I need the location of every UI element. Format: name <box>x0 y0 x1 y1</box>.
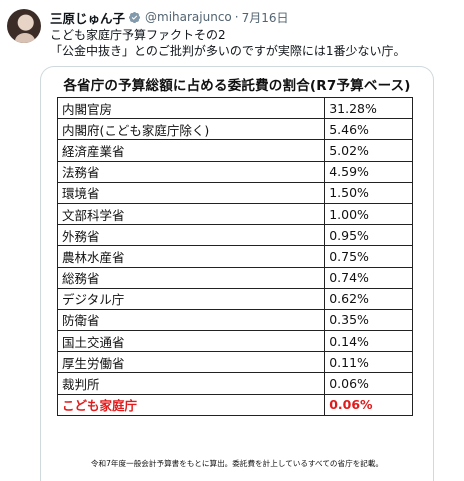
ratio-value-cell: 4.59% <box>324 160 413 183</box>
ministry-name-cell: 外務省 <box>56 224 326 247</box>
figure-note: 令和7年度一般会計予算書をもとに算出。委託費を計上しているすべての省庁を記載。 <box>90 459 384 468</box>
ministry-name-cell: 総務省 <box>56 266 326 289</box>
table-row: 農林水産省 0.75% <box>56 245 413 268</box>
ratio-value-cell: 5.02% <box>324 139 413 162</box>
table-row: 経済産業省 5.02% <box>56 139 413 162</box>
ministry-name-cell: 国土交通省 <box>56 330 326 353</box>
ratio-value-cell: 0.75% <box>324 245 413 268</box>
tweet-header: 三原じゅん子 @miharajunco · 7月16日 <box>50 8 289 26</box>
ministry-name-cell: こども家庭庁 <box>56 393 326 416</box>
ministry-name-cell: 経済産業省 <box>56 139 326 162</box>
table-row: 環境省 1.50% <box>56 181 413 204</box>
ratio-value-cell: 0.74% <box>324 266 413 289</box>
author-name[interactable]: 三原じゅん子 <box>50 10 126 26</box>
figure-title: 各省庁の予算総額に占める委託費の割合(R7予算ベース) <box>63 78 411 94</box>
ministry-name-cell: 内閣官房 <box>56 96 326 120</box>
tweet-date[interactable]: 7月16日 <box>241 10 289 25</box>
ratio-value-cell: 0.35% <box>324 308 413 332</box>
author-avatar[interactable] <box>7 9 41 43</box>
ministry-name-cell: 内閣府(こども家庭庁除く) <box>56 118 326 141</box>
ratio-value-cell: 5.46% <box>324 118 413 141</box>
table-row: 厚生労働省 0.11% <box>56 351 413 374</box>
ratio-value-cell: 0.06% <box>324 393 413 416</box>
table-row: 内閣府(こども家庭庁除く) 5.46% <box>56 118 413 141</box>
tweet-image[interactable]: 各省庁の予算総額に占める委託費の割合(R7予算ベース) 内閣官房 31.28% 内閣… <box>40 66 434 481</box>
ministry-name-cell: 防衛省 <box>56 308 326 332</box>
ministry-name-cell: 裁判所 <box>56 372 326 395</box>
table-row: 内閣官房 31.28% <box>56 96 413 120</box>
ratio-value-cell: 0.95% <box>324 224 413 247</box>
table-row: 総務省 0.74% <box>56 266 413 289</box>
verified-badge-icon <box>128 11 141 23</box>
table-row: 裁判所 0.06% <box>56 372 413 395</box>
tweet-text: こども家庭庁予算ファクトその2 「公金中抜き」とのご批判が多いのですが実際には1… <box>50 27 406 59</box>
ministry-name-cell: デジタル庁 <box>56 287 326 310</box>
table-row: 文部科学省 1.00% <box>56 202 413 226</box>
table-row: 防衛省 0.35% <box>56 308 413 332</box>
table-row: こども家庭庁 0.06% <box>56 393 413 416</box>
ministry-name-cell: 法務省 <box>56 160 326 183</box>
separator-dot: · <box>234 10 239 24</box>
ratio-value-cell: 31.28% <box>324 96 413 120</box>
table-row: 国土交通省 0.14% <box>56 330 413 353</box>
ministry-name-cell: 文部科学省 <box>56 202 326 226</box>
ratio-value-cell: 1.50% <box>324 181 413 204</box>
tweet-text-line: 「公金中抜き」とのご批判が多いのですが実際には1番少ない庁。 <box>50 44 406 58</box>
ratio-value-cell: 0.11% <box>324 351 413 374</box>
ratio-value-cell: 1.00% <box>324 202 413 226</box>
table-row: デジタル庁 0.62% <box>56 287 413 310</box>
table-row: 法務省 4.59% <box>56 160 413 183</box>
ratio-value-cell: 0.62% <box>324 287 413 310</box>
ratio-value-cell: 0.06% <box>324 372 413 395</box>
author-handle[interactable]: @miharajunco <box>145 10 232 24</box>
ratio-value-cell: 0.14% <box>324 330 413 353</box>
table-row: 外務省 0.95% <box>56 224 413 247</box>
ministry-name-cell: 農林水産省 <box>56 245 326 268</box>
budget-table: 内閣官房 31.28% 内閣府(こども家庭庁除く) 5.46% 経済産業省 5.02% 法務… <box>56 96 413 416</box>
ministry-name-cell: 厚生労働省 <box>56 351 326 374</box>
tweet-text-line: こども家庭庁予算ファクトその2 <box>50 28 226 42</box>
ministry-name-cell: 環境省 <box>56 181 326 204</box>
